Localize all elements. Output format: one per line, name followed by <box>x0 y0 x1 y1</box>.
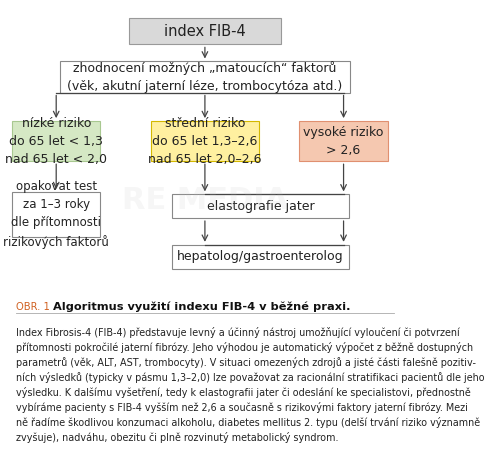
FancyBboxPatch shape <box>60 61 350 93</box>
FancyBboxPatch shape <box>12 192 101 237</box>
Text: RE MEDIA: RE MEDIA <box>122 186 288 215</box>
Text: Index Fibrosis-4 (FIB-4) představuje levný a účinný nástroj umožňující vyloučení: Index Fibrosis-4 (FIB-4) představuje lev… <box>16 327 484 443</box>
Text: střední riziko
do 65 let 1,3–2,6
nad 65 let 2,0–2,6: střední riziko do 65 let 1,3–2,6 nad 65 … <box>148 117 262 166</box>
Text: vysoké riziko
> 2,6: vysoké riziko > 2,6 <box>304 126 384 157</box>
Text: elastografie jater: elastografie jater <box>206 200 314 213</box>
Text: OBR. 1: OBR. 1 <box>16 302 50 312</box>
Text: opakovat test
za 1–3 roky
dle přítomnosti
rizikových faktorů: opakovat test za 1–3 roky dle přítomnost… <box>4 180 109 249</box>
Text: index FIB-4: index FIB-4 <box>164 24 246 39</box>
FancyBboxPatch shape <box>12 121 101 161</box>
FancyBboxPatch shape <box>150 121 259 161</box>
Text: hepatolog/gastroenterolog: hepatolog/gastroenterolog <box>177 250 344 263</box>
Text: Algoritmus využití indexu FIB-4 v běžné praxi.: Algoritmus využití indexu FIB-4 v běžné … <box>45 302 350 312</box>
FancyBboxPatch shape <box>128 18 282 44</box>
FancyBboxPatch shape <box>300 121 388 161</box>
FancyBboxPatch shape <box>172 194 349 218</box>
FancyBboxPatch shape <box>172 244 349 269</box>
Text: nízké riziko
do 65 let < 1,3
nad 65 let < 2,0: nízké riziko do 65 let < 1,3 nad 65 let … <box>5 117 107 166</box>
Text: zhodnocení možných „matoucích“ faktorů
(věk, akutní jaterní léze, trombocytóza a: zhodnocení možných „matoucích“ faktorů (… <box>68 61 342 93</box>
